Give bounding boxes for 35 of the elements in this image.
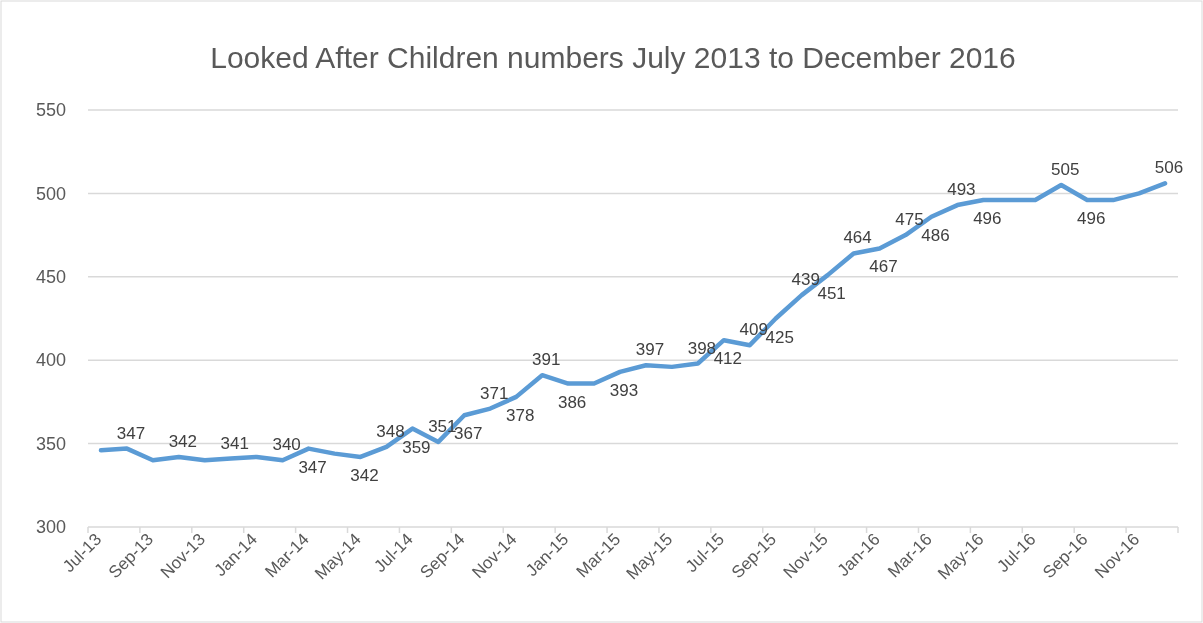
chart-title: Looked After Children numbers July 2013 to December 2016 (210, 41, 1016, 74)
data-label: 397 (635, 340, 665, 360)
y-tick-label: 300 (35, 517, 66, 538)
data-label: 347 (116, 423, 146, 443)
data-label: 341 (220, 433, 249, 453)
data-label: 467 (869, 257, 898, 277)
data-label: 386 (557, 392, 587, 412)
data-label: 486 (921, 225, 950, 245)
data-label: 451 (817, 284, 846, 304)
y-tick-label: 400 (35, 350, 66, 371)
data-label: 506 (1154, 158, 1184, 178)
data-label: 371 (480, 383, 509, 403)
data-label: 342 (350, 465, 379, 485)
data-label: 367 (454, 424, 483, 444)
y-tick-label: 350 (35, 433, 66, 454)
y-tick-label: 550 (35, 100, 66, 121)
data-label: 359 (402, 437, 431, 457)
data-label: 378 (506, 405, 535, 425)
data-label: 464 (843, 228, 872, 248)
data-label: 391 (531, 350, 561, 370)
data-label: 505 (1051, 160, 1080, 180)
data-label: 496 (1076, 209, 1106, 229)
data-label: 347 (298, 457, 327, 477)
data-label: 496 (973, 209, 1002, 229)
data-label: 475 (895, 210, 924, 230)
data-label: 393 (609, 380, 639, 400)
data-label: 439 (791, 270, 820, 290)
line-series (98, 181, 1168, 463)
data-label: 340 (272, 435, 301, 455)
data-label: 398 (687, 338, 717, 358)
y-tick-label: 450 (35, 267, 66, 288)
data-label: 493 (947, 180, 976, 200)
y-tick-label: 500 (35, 183, 66, 204)
data-label: 342 (168, 431, 198, 451)
data-label: 348 (376, 421, 405, 441)
